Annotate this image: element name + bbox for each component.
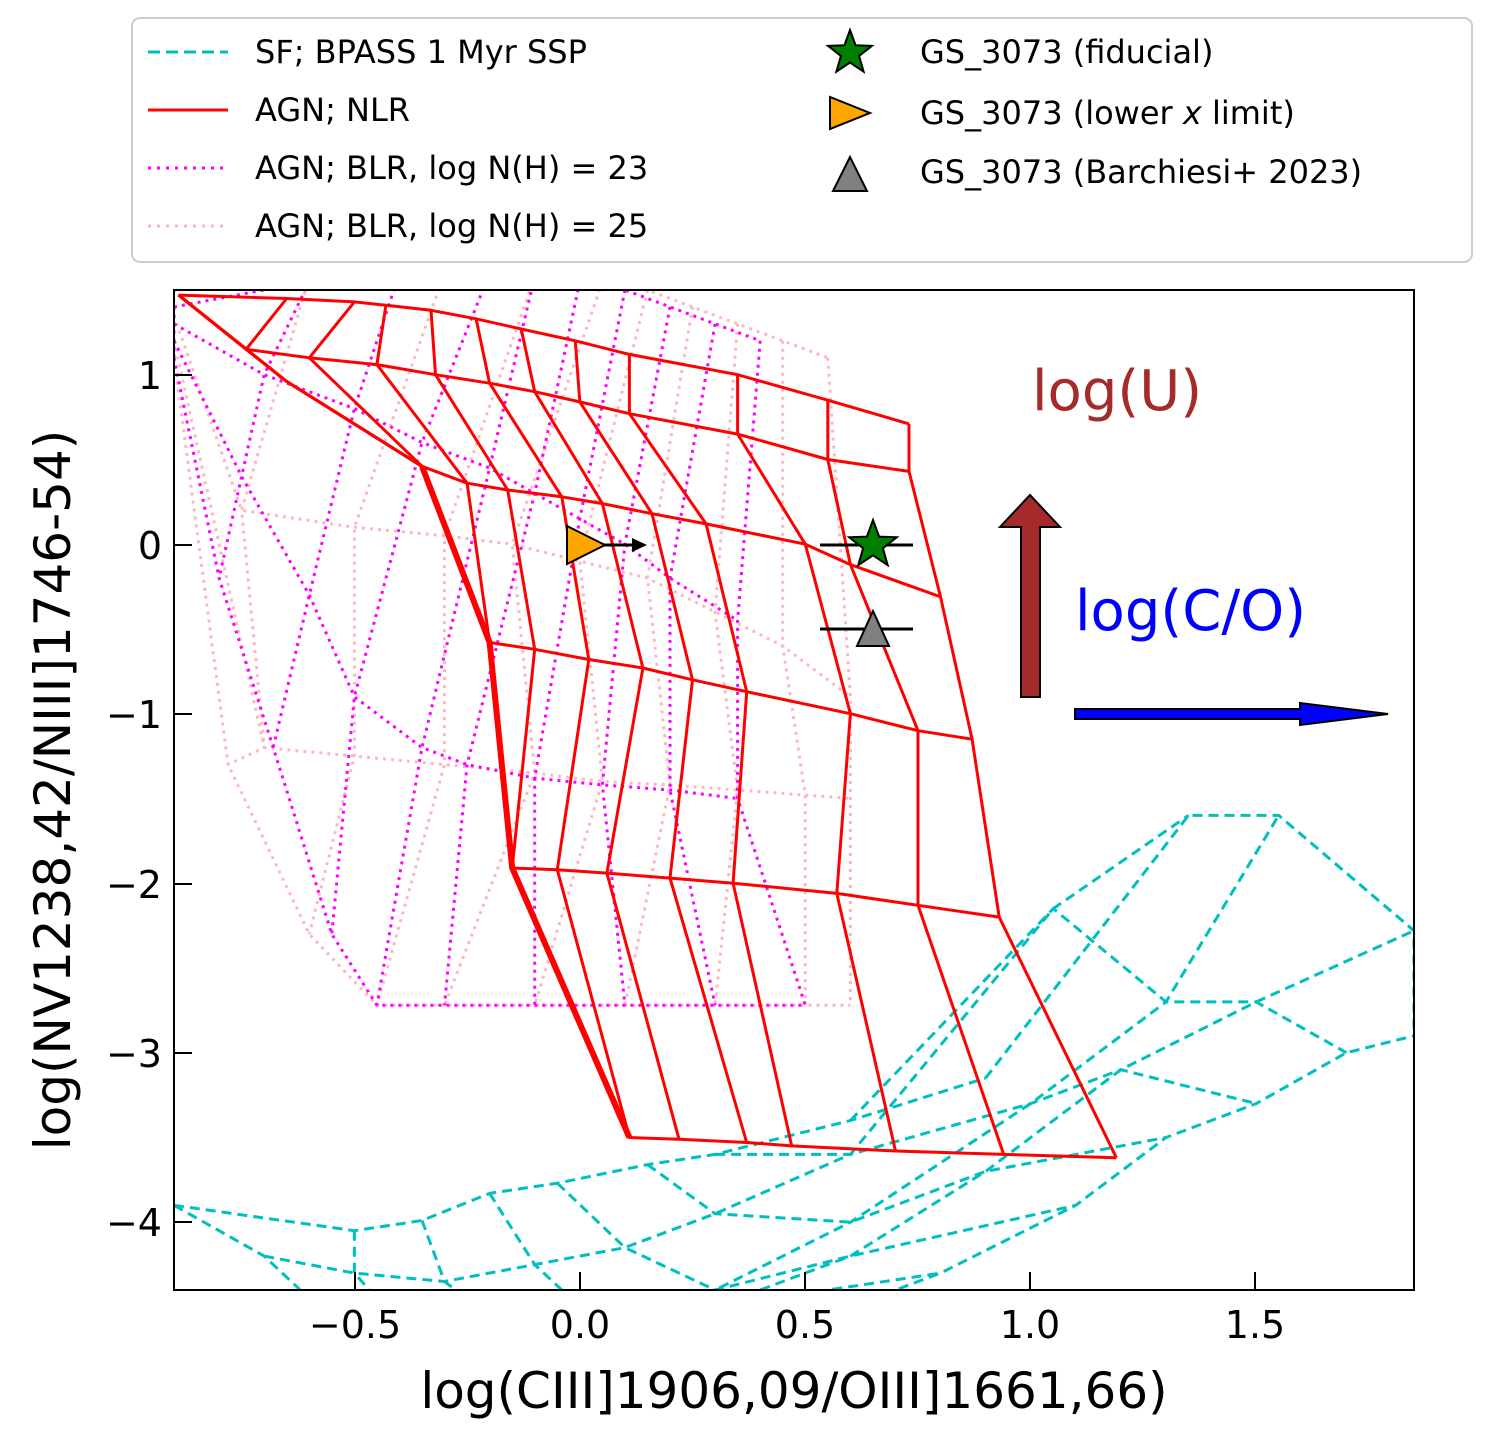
y-axis-title: log(NV1238,42/NIII]1746-54) xyxy=(24,430,82,1151)
grid-line-col-5 xyxy=(646,1136,1167,1224)
fiducial-star-marker xyxy=(846,517,900,568)
x-axis-title: log(CIII]1906,09/OIII]1661,66) xyxy=(420,1362,1167,1420)
legend: SF; BPASS 1 Myr SSP AGN; NLR AGN; BLR, l… xyxy=(131,17,1473,263)
y-tick-label: −1 xyxy=(106,693,162,737)
grid-line-row-2 xyxy=(702,814,1280,1290)
legend-label-barchiesi: GS_3073 (Barchiesi+ 2023) xyxy=(920,153,1362,191)
grid-line-row-2 xyxy=(174,340,851,800)
barchiesi-marker xyxy=(855,608,891,647)
grid-line-col-1 xyxy=(227,290,307,766)
x-tick-label: 0.0 xyxy=(550,1303,610,1347)
log-co-label: log(C/O) xyxy=(1075,579,1306,644)
x-tick-label: 1.5 xyxy=(1225,1303,1285,1347)
legend-label-sf: SF; BPASS 1 Myr SSP xyxy=(255,33,587,71)
grid-line-col-4 xyxy=(375,290,534,1006)
log-u-arrow xyxy=(997,493,1063,698)
grid-line-col-8 xyxy=(668,323,717,1006)
grid-line-col-4 xyxy=(443,290,602,1006)
grid-line-col-2 xyxy=(307,300,424,468)
grid-line-col-5 xyxy=(474,318,631,1138)
series-agn-blr-log-n-h-25 xyxy=(174,290,852,1007)
x-tick-label: −0.5 xyxy=(309,1303,401,1347)
y-tick-label: 1 xyxy=(138,354,162,398)
series-layer xyxy=(174,290,1414,1290)
x-tick-label: 1.0 xyxy=(1000,1303,1060,1347)
log-co-arrow xyxy=(1074,701,1389,727)
grid-line-col-11 xyxy=(907,423,1118,1159)
grid-line-col-6 xyxy=(519,328,681,1140)
legend-label-lower-x: GS_3073 (lower x limit) xyxy=(920,94,1295,132)
legend-frame xyxy=(131,17,1473,263)
x-axis: −0.5 0.0 0.5 1.0 1.5 log(CIII]1906,09/OI… xyxy=(309,1272,1285,1420)
grid-line-col-9 xyxy=(826,357,852,1006)
grid-line-col-2 xyxy=(307,290,441,935)
grid-line-row-3 xyxy=(174,357,851,1007)
grid-line-row-0 xyxy=(174,1076,987,1233)
grid-line-col-6 xyxy=(715,1068,1257,1156)
grid-line-col-4 xyxy=(556,1182,1077,1290)
lower-limit-arrow-head xyxy=(632,538,647,552)
grid-line-col-8 xyxy=(984,813,1414,1080)
lower-x-limit-marker xyxy=(566,524,608,566)
grid-line-col-3 xyxy=(330,290,485,935)
grid-line-col-7 xyxy=(849,907,1348,1122)
legend-label-nlr: AGN; NLR xyxy=(255,91,410,129)
nlr-converged-spine xyxy=(419,465,633,1139)
grid-line-col-7 xyxy=(713,323,740,1006)
grid-line-col-9 xyxy=(736,374,897,1152)
grid-line-col-3 xyxy=(375,305,492,643)
grid-line-col-5 xyxy=(533,290,649,1006)
grid-line-row-1 xyxy=(263,814,1190,1283)
y-tick-label: −2 xyxy=(106,863,162,907)
data-points xyxy=(566,517,913,647)
legend-label-blr25: AGN; BLR, log N(H) = 25 xyxy=(255,207,648,245)
grid-line-row-1 xyxy=(174,322,739,622)
plot-frame xyxy=(173,289,1415,1291)
grid-line-col-10 xyxy=(826,400,1006,1155)
grid-line-col-8 xyxy=(627,354,794,1147)
grid-line-col-7 xyxy=(573,340,749,1143)
legend-marker-star xyxy=(825,27,875,74)
y-tick-label: −3 xyxy=(106,1032,162,1076)
grid-line-col-6 xyxy=(623,306,694,1006)
y-tick-label: 0 xyxy=(138,524,162,568)
legend-label-blr23: AGN; BLR, log N(H) = 23 xyxy=(255,149,648,187)
grid-line-col-0 xyxy=(174,1203,303,1290)
grid-line-row-3 xyxy=(174,357,806,1007)
grid-line-col-1 xyxy=(244,297,288,383)
grid-line-col-4 xyxy=(429,310,537,869)
grid-line-col-3 xyxy=(375,290,532,1006)
grid-line-row-3 xyxy=(755,929,1414,1290)
grid-line-row-3 xyxy=(177,293,973,741)
grid-line-col-6 xyxy=(533,290,627,1006)
legend-label-fiducial: GS_3073 (fiducial) xyxy=(920,33,1213,71)
grid-line-col-9 xyxy=(736,340,807,1006)
grid-line-col-3 xyxy=(488,1192,941,1290)
grid-line-row-5 xyxy=(177,293,1117,1160)
grid-line-row-2 xyxy=(177,293,942,599)
grid-line-row-1 xyxy=(174,314,852,698)
log-u-label: log(U) xyxy=(1032,359,1202,424)
grid-line-col-8 xyxy=(781,340,807,1006)
series-agn-nlr xyxy=(177,293,1118,1160)
legend-marker-triangle-up xyxy=(831,154,869,192)
x-tick-label: 0.5 xyxy=(775,1303,835,1347)
grid-line-row-1 xyxy=(177,293,910,473)
legend-marker-triangle-right xyxy=(829,95,873,131)
y-axis: 1 0 −1 −2 −3 −4 log(NV1238,42/NIII]1746-… xyxy=(24,354,192,1245)
y-tick-label: −4 xyxy=(106,1201,162,1245)
grid-line-col-7 xyxy=(600,306,672,1006)
series-sf-bpass-1-myr-ssp xyxy=(174,813,1414,1290)
annotations: log(U) log(C/O) xyxy=(997,359,1389,727)
grid-line-col-5 xyxy=(443,290,580,1006)
grid-line-row-0 xyxy=(178,293,910,426)
